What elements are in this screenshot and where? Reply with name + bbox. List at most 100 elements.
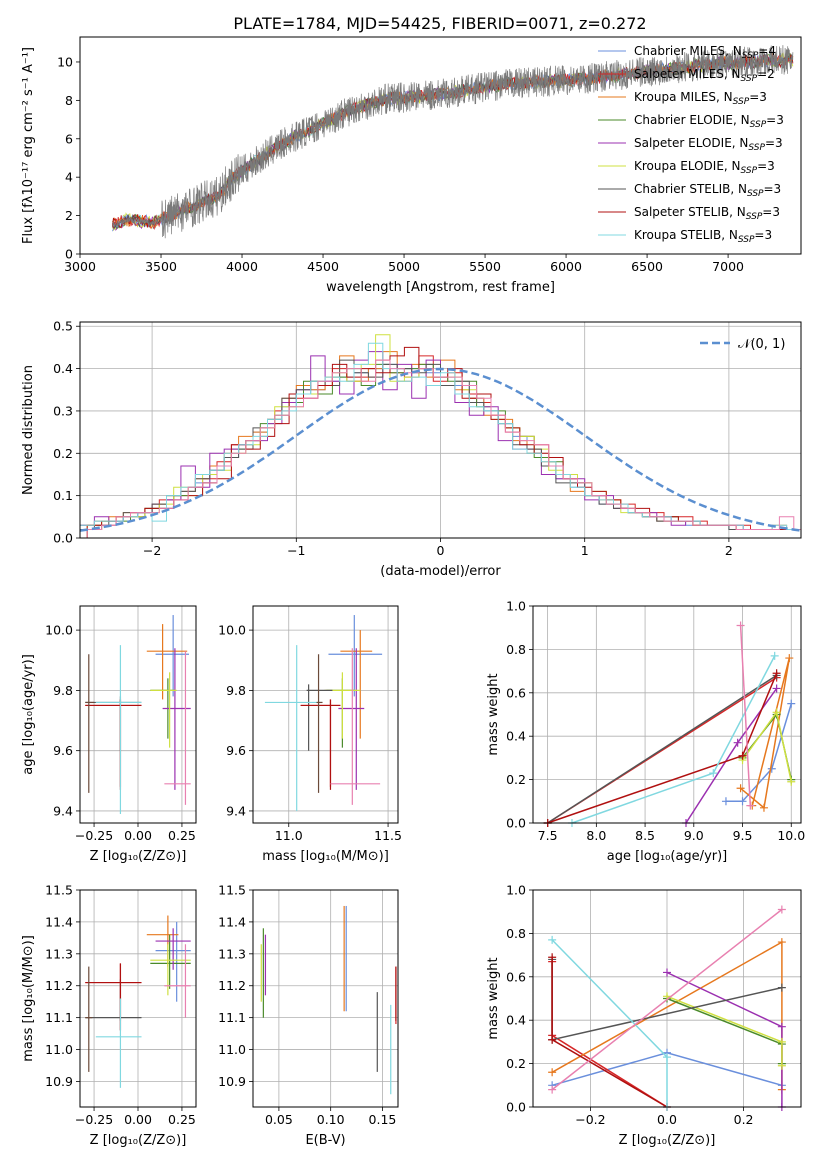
y-tick-label: 1.0 [506,599,526,614]
y-tick-label: 11.2 [218,978,246,993]
weight-marker [777,1022,786,1031]
weight-series [548,957,671,1111]
weight-marker [787,699,796,708]
errorbar-point [150,944,191,996]
x-tick-label: 11.5 [374,828,402,843]
y-tick-label: 11.5 [45,883,73,898]
errorbar-point [95,645,142,814]
y-tick-label: 0.8 [506,642,526,657]
x-tick-label: 0.00 [124,1112,152,1127]
weight-marker [736,784,745,793]
legend-subscript: SSP [741,74,758,84]
weight-marker [548,953,557,962]
errorbar-point [85,654,95,793]
legend-label: Chabrier MILES, N [634,44,742,58]
weight-line [666,995,783,1066]
y-tick-label: 0.4 [53,361,73,376]
y-tick-label: 11.4 [218,914,246,929]
x-axis-label: E(B-V) [305,1133,345,1148]
histogram-series [80,351,801,538]
weight-marker [772,669,781,678]
legend-entry: Chabrier MILES, NSSP=4 [634,44,776,61]
x-tick-label: 0.00 [124,828,152,843]
legend-count: =3 [749,90,767,104]
errorbar-point [264,645,323,811]
plot-frame [252,889,399,1108]
y-tick-label: 0.5 [53,319,73,334]
plot-frame [79,321,802,539]
errorbar-point [306,684,333,751]
y-tick-label: 0.2 [506,1056,526,1071]
x-tick-label: 1 [581,543,589,558]
x-axis-label: wavelength [Angstrom, rest frame] [326,280,555,295]
weight-marker [772,708,781,717]
observed-spectrum [112,45,794,239]
x-tick-label: 8.0 [586,828,606,843]
y-tick-label: 4 [65,170,73,185]
legend-count: =3 [762,205,780,219]
errorbar-point [316,654,323,793]
weight-line [547,674,778,824]
x-tick-label: 9.5 [733,828,753,843]
errorbar-point [155,615,189,697]
legend-subscript: SSP [742,51,759,61]
errorbar-point [300,699,341,790]
x-tick-label: 4000 [226,259,258,274]
legend-subscript: SSP [748,143,765,153]
legend-label: Salpeter STELIB, N [634,205,746,219]
plot-frame [79,889,197,1108]
y-tick-label: 0.2 [53,446,73,461]
legend-subscript: SSP [747,189,764,199]
y-tick-label: 6 [65,131,73,146]
y-tick-label: 10.0 [45,623,73,638]
y-tick-label: 0.6 [506,969,526,984]
x-tick-label: 11.0 [275,828,303,843]
x-tick-label: 0.25 [168,1112,196,1127]
weight-marker [777,983,786,992]
legend-count: =2 [757,67,775,81]
normal-curve [80,367,801,532]
legend-count: =4 [758,44,776,58]
y-tick-label: 11.5 [218,883,246,898]
weight-marker [721,797,730,806]
y-axis-label: Flux [fλ10⁻¹⁷ erg cm⁻² s⁻¹ A⁻¹] [21,47,36,244]
errorbar-point [95,998,142,1088]
y-tick-label: 10.0 [218,623,246,638]
x-tick-label: 5500 [469,259,501,274]
plot-frame [532,889,802,1108]
y-tick-label: 11.0 [45,1042,73,1057]
y-tick-label: 11.3 [218,946,246,961]
y-tick-label: 0.0 [53,531,73,546]
histogram-series [80,342,801,538]
legend-count: =3 [754,228,772,242]
weight-line [666,997,783,1064]
plot-frame [252,605,399,824]
x-tick-label: 0.10 [317,1112,345,1127]
y-tick-label: 0.1 [53,488,73,503]
legend-subscript: SSP [733,97,750,107]
errorbar-point [150,934,191,989]
y-tick-label: 11.1 [45,1010,73,1025]
x-axis-label: (data-model)/error [380,564,501,579]
errorbar-point [330,648,381,805]
y-tick-label: 11.2 [45,978,73,993]
y-tick-label: 0.0 [506,1100,526,1115]
errorbar-point [164,944,191,1018]
legend-entry: Kroupa MILES, NSSP=3 [634,90,767,107]
weight-marker [759,803,768,812]
weight-line [685,688,778,824]
legend-subscript: SSP [746,212,763,222]
weight-marker [709,769,718,778]
legend-label: Kroupa ELODIE, N [634,159,741,173]
errorbar-point [162,648,191,790]
plot-frame [79,36,802,255]
histogram-series [86,359,801,538]
weight-series [548,935,671,1111]
y-tick-label: 11.1 [218,1010,246,1025]
histogram-series [86,355,801,538]
y-tick-label: 1.0 [506,883,526,898]
legend-entry: Chabrier STELIB, NSSP=3 [634,182,781,199]
y-axis-label: age [log₁₀(age/yr)] [21,654,36,775]
x-axis-label: mass [log₁₀(M/M⊙)] [262,849,389,864]
